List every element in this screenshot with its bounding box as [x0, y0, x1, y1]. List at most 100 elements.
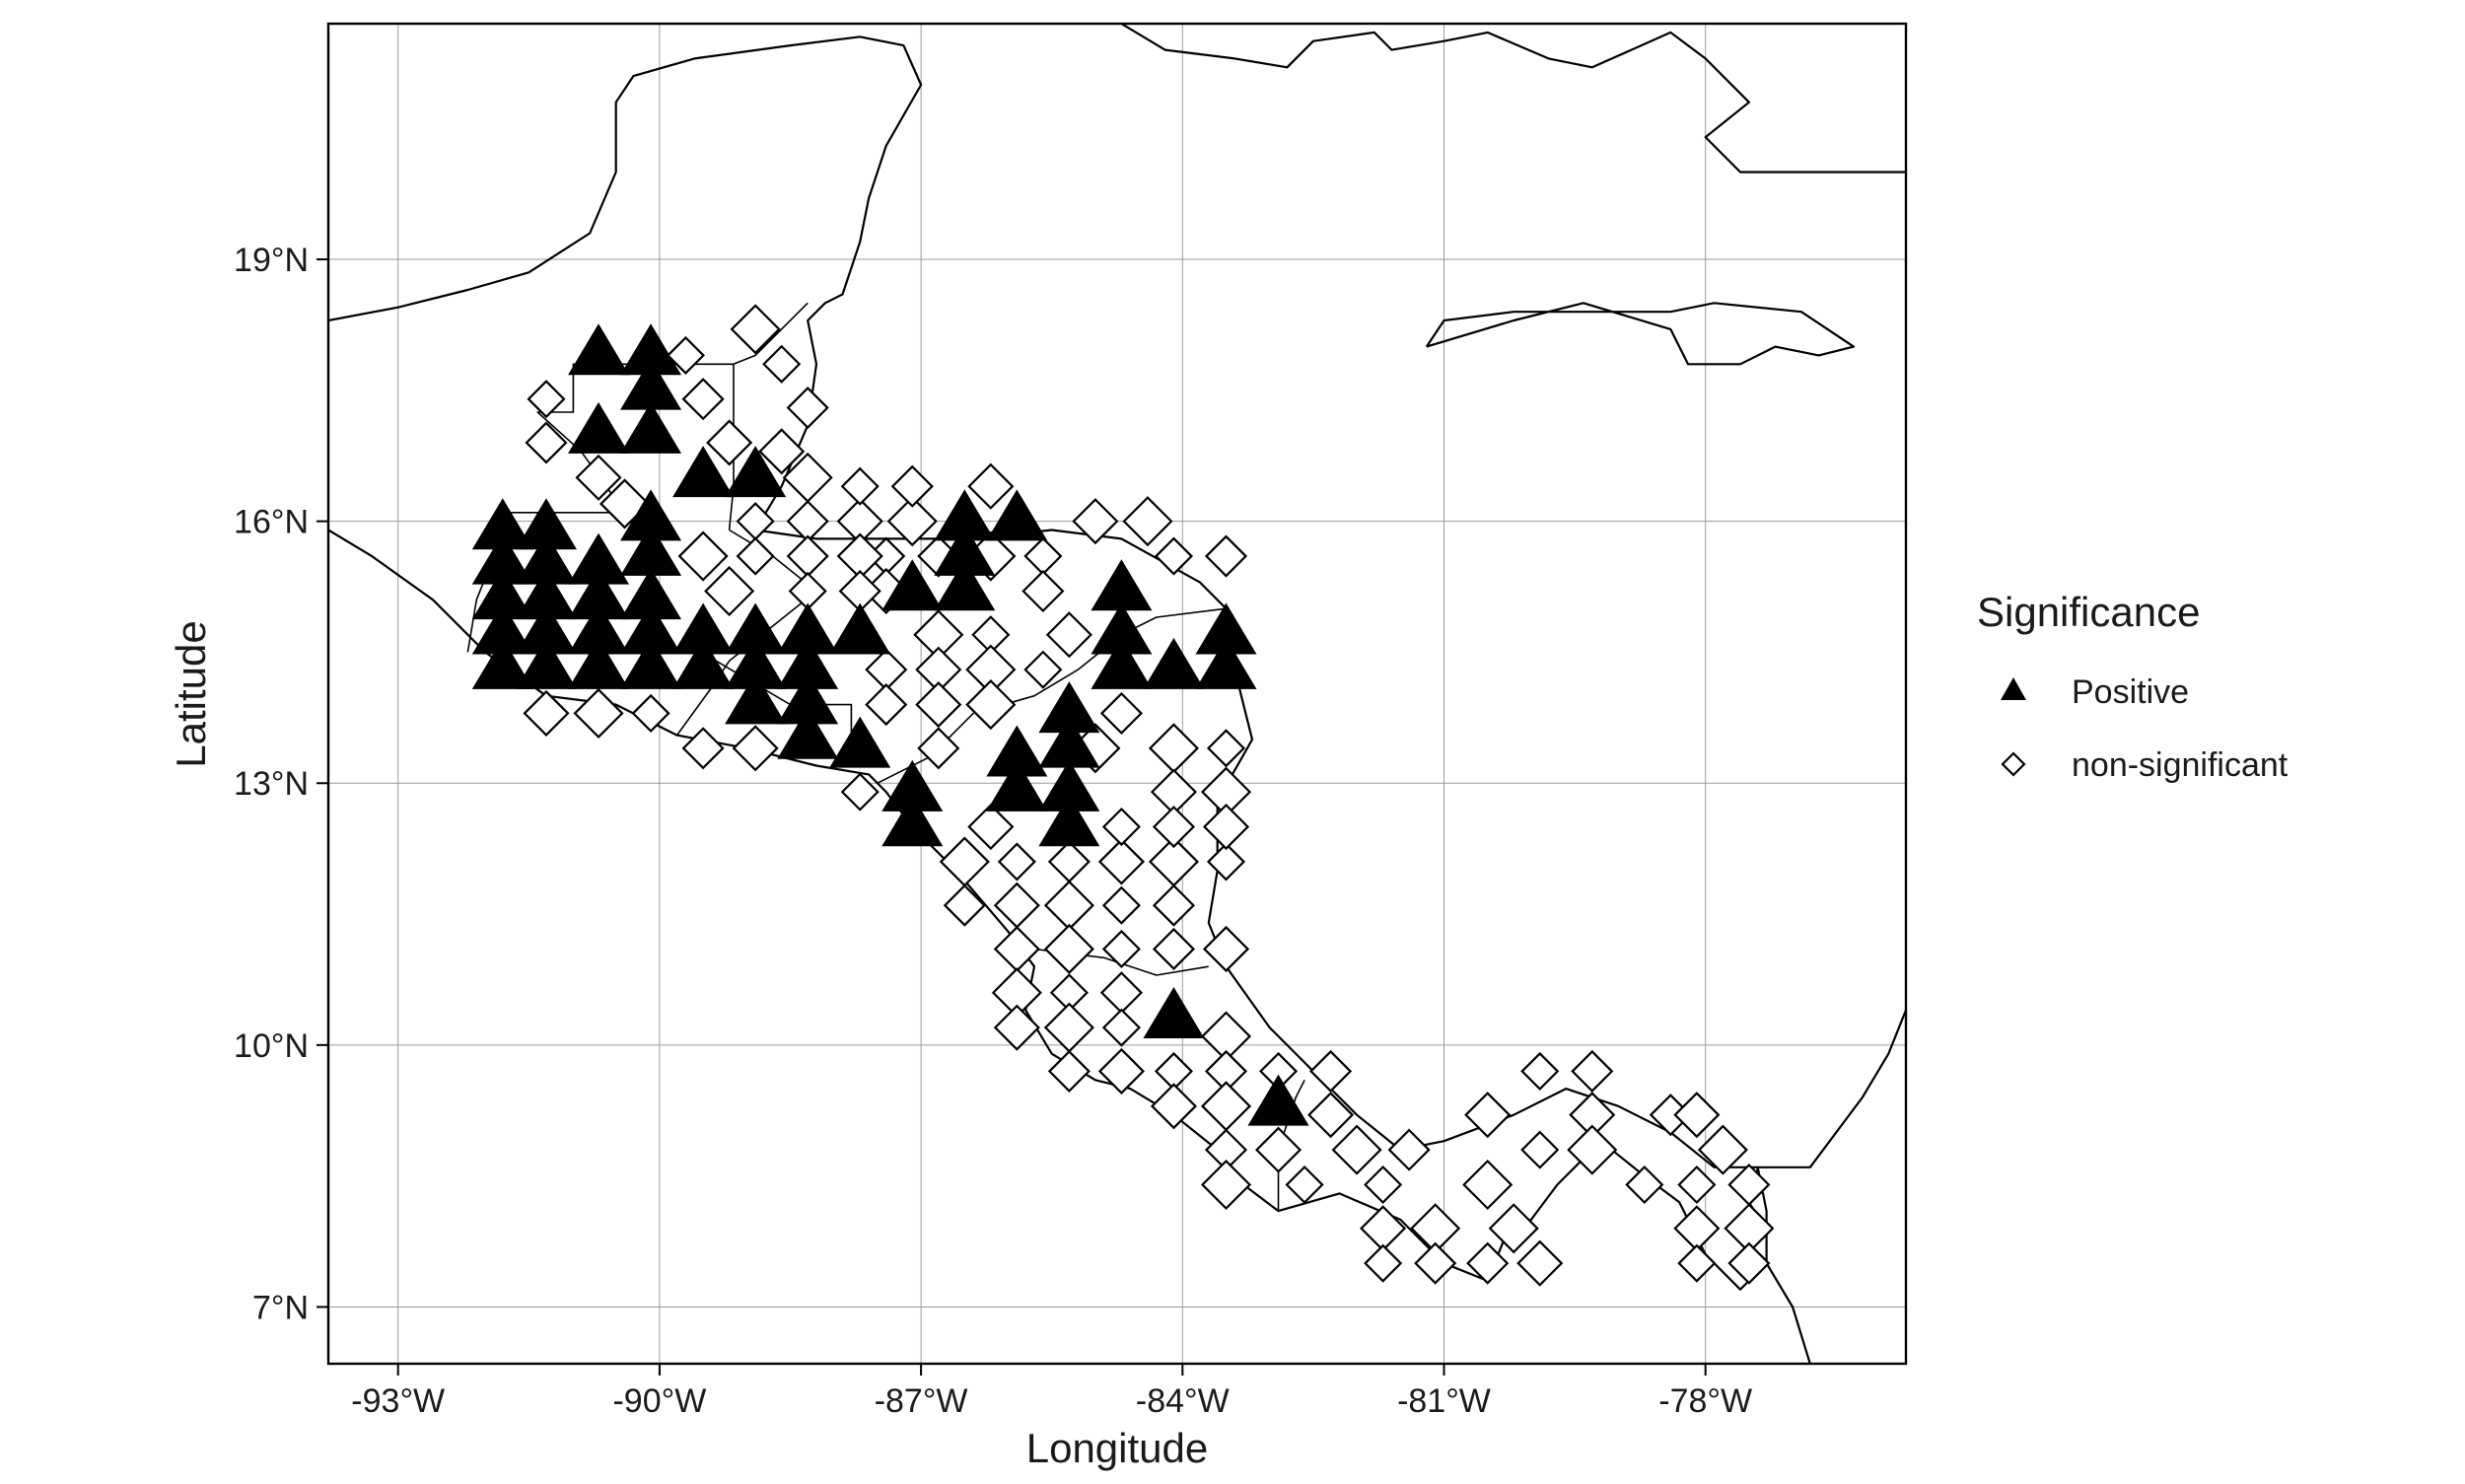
non-significant-point — [1150, 1083, 1198, 1130]
non-significant-point — [736, 536, 775, 576]
y-tick-label: 16°N — [234, 504, 309, 541]
positive-point — [568, 323, 630, 376]
positive-point — [620, 568, 682, 620]
legend-label-non-significant: non-significant — [2072, 746, 2289, 784]
positive-point — [725, 672, 787, 725]
non-significant-point — [1045, 611, 1092, 659]
positive-point — [777, 602, 839, 655]
non-significant-point — [1023, 650, 1063, 689]
y-tick-label: 10°N — [234, 1027, 309, 1065]
x-tick-label: -81°W — [1397, 1382, 1491, 1420]
non-significant-point — [943, 883, 986, 927]
positive-point — [777, 637, 839, 689]
non-significant-point — [1307, 1092, 1355, 1139]
positive-point — [777, 707, 839, 759]
non-significant-point — [1466, 1241, 1510, 1285]
positive-point — [881, 559, 944, 611]
non-significant-point — [1154, 536, 1194, 576]
positive-point — [1038, 759, 1100, 812]
positive-point — [515, 602, 577, 655]
non-significant-point — [1625, 1165, 1664, 1205]
positive-point — [620, 401, 682, 454]
positive-point — [515, 498, 577, 550]
positive-point — [568, 637, 630, 689]
positive-point — [1143, 987, 1205, 1039]
non-significant-point — [1072, 498, 1119, 545]
y-tick-label: 7°N — [252, 1289, 309, 1326]
non-significant-point — [1097, 838, 1145, 885]
x-tick-label: -84°W — [1136, 1382, 1230, 1420]
non-significant-point — [1152, 883, 1196, 927]
non-significant-point — [1673, 1092, 1721, 1139]
positive-point — [620, 323, 682, 376]
positive-point — [934, 524, 996, 576]
non-significant-point — [1254, 1126, 1303, 1173]
positive-point — [568, 532, 630, 585]
non-significant-point — [1488, 1203, 1539, 1254]
non-significant-point — [840, 772, 880, 812]
non-significant-point — [1122, 496, 1173, 547]
x-tick-label: -93°W — [351, 1382, 445, 1420]
non-significant-point — [1567, 1124, 1618, 1175]
non-significant-point — [1285, 1165, 1324, 1205]
non-significant-point — [997, 842, 1036, 882]
non-significant-point — [1520, 1051, 1560, 1091]
non-significant-point — [762, 344, 802, 384]
country-border — [733, 302, 809, 366]
non-significant-point — [1571, 1049, 1614, 1093]
non-significant-point — [1101, 1008, 1141, 1047]
x-tick-label: -78°W — [1658, 1382, 1752, 1420]
non-significant-point — [681, 378, 725, 421]
non-significant-point — [1101, 929, 1141, 969]
non-significant-point — [967, 462, 1015, 510]
x-tick-label: -87°W — [875, 1382, 968, 1420]
non-significant-point — [666, 335, 705, 375]
non-significant-point — [523, 689, 570, 737]
legend-label-positive: Positive — [2072, 673, 2189, 711]
x-tick-label: -90°W — [612, 1382, 706, 1420]
non-significant-point — [677, 530, 729, 582]
non-significant-point — [527, 380, 566, 419]
non-significant-point — [1101, 885, 1141, 925]
non-significant-point — [732, 725, 779, 772]
non-significant-point — [1331, 1124, 1382, 1175]
non-significant-point — [1206, 842, 1246, 882]
positive-point — [829, 602, 891, 655]
positive-point — [1038, 795, 1100, 847]
positive-point — [1038, 716, 1100, 768]
non-significant-point — [1043, 923, 1094, 975]
non-significant-point — [1677, 1165, 1717, 1205]
non-significant-point — [1309, 1049, 1353, 1093]
legend: Significance Positive non-significant — [1977, 589, 2289, 784]
non-significant-point — [706, 419, 753, 466]
non-significant-point — [1097, 1047, 1145, 1095]
non-significant-point — [1202, 925, 1250, 973]
non-significant-point — [1462, 1159, 1514, 1211]
non-significant-point — [575, 454, 622, 501]
positive-point — [777, 672, 839, 725]
positive-point — [725, 637, 787, 689]
non-significant-point — [1364, 1243, 1403, 1283]
axes: -93°W -90°W -87°W -84°W -81°W -78°W 7°N 10°N 13°… — [234, 242, 1752, 1420]
non-significant-point — [1414, 1241, 1457, 1285]
positive-point — [881, 759, 944, 812]
positive-point — [934, 559, 996, 611]
non-significant-point — [1202, 803, 1250, 851]
positive-point — [1195, 637, 1257, 689]
positive-point — [986, 489, 1048, 541]
positive-point — [672, 637, 735, 689]
positive-point — [672, 602, 735, 655]
non-significant-point — [965, 679, 1017, 731]
positive-point — [620, 489, 682, 541]
non-significant-point — [1021, 569, 1065, 613]
positive-point — [1247, 1074, 1309, 1126]
non-significant-point — [1152, 927, 1196, 971]
legend-positive-triangle-icon — [2001, 677, 2026, 700]
non-significant-point — [917, 727, 960, 770]
non-significant-point — [758, 428, 806, 475]
positive-point — [1091, 637, 1153, 689]
positive-point — [1195, 602, 1257, 655]
positive-point — [568, 401, 630, 454]
positive-point — [1091, 559, 1153, 611]
